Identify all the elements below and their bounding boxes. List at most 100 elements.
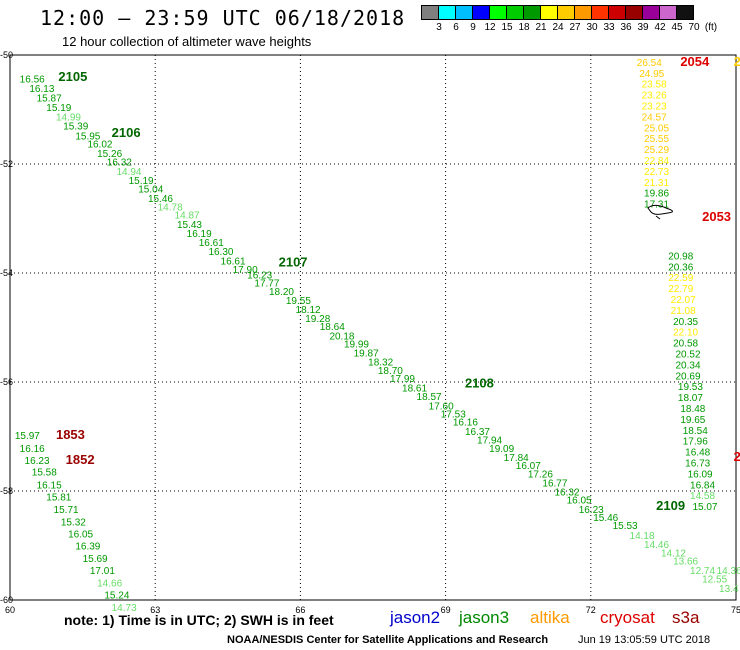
wave-height-value: 17.77: [254, 279, 279, 290]
wave-height-value: 18.64: [320, 322, 345, 333]
color-scale-label: 18: [518, 22, 530, 33]
wave-height-value: 16.39: [75, 541, 100, 552]
pass-number-label: 2106: [112, 125, 141, 140]
wave-height-value: 15.46: [148, 194, 173, 205]
wave-height-value: 22.84: [644, 156, 669, 167]
x-tick-label: 75: [731, 605, 740, 615]
color-scale-label: (ft): [704, 22, 718, 33]
color-scale-label: 39: [637, 22, 649, 33]
pass-number-label: 1852: [66, 452, 95, 467]
wave-height-value: 18.57: [417, 392, 442, 403]
pass-number-label: 2053: [702, 209, 731, 224]
wave-height-value: 22.79: [668, 284, 693, 295]
wave-height-value: 19.55: [286, 296, 311, 307]
pass-number-label: 2109: [656, 498, 685, 513]
wave-height-value: 19.65: [680, 415, 705, 426]
wave-height-value: 16.07: [516, 461, 541, 472]
wave-height-value: 21.31: [644, 178, 669, 189]
wave-height-value: 15.97: [15, 431, 40, 442]
wave-height-value: 18.61: [402, 383, 427, 394]
wave-height-value: 16.15: [37, 480, 62, 491]
wave-height-value: 25.55: [644, 134, 669, 145]
footnote: note: 1) Time is in UTC; 2) SWH is in fe…: [64, 612, 334, 628]
wave-height-value: 14.46: [644, 540, 669, 551]
wave-height-value: 17.60: [429, 401, 454, 412]
color-scale-bar: [421, 5, 694, 20]
wave-height-value: 12.74: [690, 566, 715, 577]
wave-height-value: 15.19: [46, 103, 71, 114]
color-scale-swatch: [676, 5, 694, 20]
color-scale-label: 33: [603, 22, 615, 33]
x-tick-label: 66: [295, 605, 305, 615]
wave-height-value: 14.58: [690, 491, 715, 502]
wave-height-value: 15.07: [692, 502, 717, 513]
y-tick-label: -52: [0, 159, 13, 169]
wave-height-value: 21.08: [671, 306, 696, 317]
generated-timestamp: Jun 19 13:05:59 UTC 2018: [578, 634, 711, 646]
wave-height-value: 18.32: [368, 358, 393, 369]
wave-height-value: 19.99: [344, 340, 369, 351]
wave-height-value: 14.99: [56, 112, 81, 123]
wave-height-value: 16.73: [685, 458, 710, 469]
wave-height-value: 16.61: [199, 238, 224, 249]
wave-height-value: 17.96: [683, 437, 708, 448]
wave-height-value: 15.58: [32, 468, 57, 479]
wave-height-value: 17.90: [233, 265, 258, 276]
wave-height-value: 17.53: [441, 409, 466, 420]
wave-height-value: 20.18: [329, 331, 354, 342]
wave-height-value: 16.84: [690, 480, 715, 491]
y-tick-label: -50: [0, 50, 13, 60]
wave-height-value: 16.05: [68, 529, 93, 540]
wave-height-value: 14.78: [158, 202, 183, 213]
wave-height-value: 16.56: [20, 74, 45, 85]
credit-text: NOAA/NESDIS Center for Satellite Applica…: [227, 634, 549, 646]
wave-height-value: 20.69: [676, 371, 701, 382]
y-tick-label: -56: [0, 377, 13, 387]
color-scale-label: 24: [552, 22, 564, 33]
map-title: 12:00 — 23:59 UTC 06/18/2018: [40, 6, 406, 30]
wave-height-value: 15.87: [37, 93, 62, 104]
wave-height-value: 25.29: [644, 145, 669, 156]
wave-height-value: 15.39: [63, 122, 88, 133]
wave-height-value: 15.04: [138, 184, 163, 195]
color-scale-label: 30: [586, 22, 598, 33]
wave-height-value: 20.34: [676, 360, 701, 371]
y-tick-label: -54: [0, 268, 13, 278]
wave-height-value: 23.58: [642, 80, 667, 91]
wave-height-value: 14.87: [175, 211, 200, 222]
wave-height-value: 16.09: [688, 469, 713, 480]
pass-number-label: 2107: [279, 254, 308, 269]
color-scale-label: 6: [453, 22, 459, 33]
wave-height-value: 18.48: [680, 404, 705, 415]
wave-height-value: 19.53: [678, 382, 703, 393]
wave-height-value: 20.52: [676, 349, 701, 360]
wave-height-value: 17.01: [90, 566, 115, 577]
wave-height-value: 15.26: [97, 149, 122, 160]
wave-height-value: 16.02: [87, 140, 112, 151]
wave-height-value: 16.32: [555, 487, 580, 498]
wave-height-value: 15.19: [129, 176, 154, 187]
wave-height-value: 16.32: [107, 158, 132, 169]
x-tick-label: 63: [150, 605, 160, 615]
satellite-legend-jason3: jason3: [459, 608, 510, 627]
wave-height-value: 17.94: [477, 436, 502, 447]
wave-height-value: 17.99: [390, 374, 415, 385]
y-tick-label: -60: [0, 595, 13, 605]
wave-height-value: 20.98: [668, 251, 693, 262]
wave-height-value: 13.66: [673, 557, 698, 568]
x-tick-label: 60: [5, 605, 15, 615]
wave-height-value: 16.23: [579, 505, 604, 516]
wave-height-value: 25.05: [644, 123, 669, 134]
wave-height-value: 15.32: [61, 517, 86, 528]
wave-height-value: 17.84: [504, 453, 529, 464]
color-scale-label: 15: [501, 22, 513, 33]
y-tick-label: -58: [0, 486, 13, 496]
satellite-legend-jason2: jason2: [390, 608, 441, 627]
color-scale-label: 42: [654, 22, 666, 33]
wave-height-value: 20.36: [668, 262, 693, 273]
wave-height-value: 14.94: [116, 167, 141, 178]
wave-height-value: 14.73: [112, 603, 137, 614]
wave-height-value: 14.66: [97, 578, 122, 589]
edge-pass-label: 2: [734, 449, 740, 464]
wave-height-value: 15.24: [104, 590, 129, 601]
